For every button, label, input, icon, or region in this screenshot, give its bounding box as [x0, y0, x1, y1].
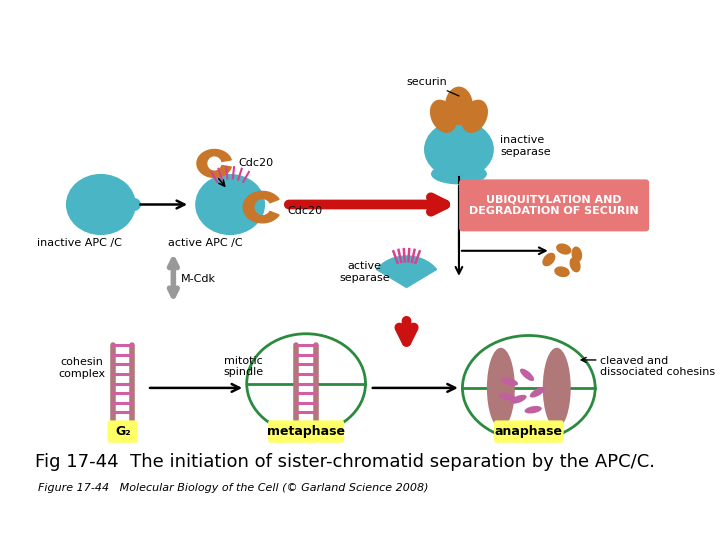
Ellipse shape	[487, 348, 515, 428]
Text: cleaved and
dissociated cohesins: cleaved and dissociated cohesins	[600, 355, 715, 377]
Ellipse shape	[542, 253, 555, 266]
Ellipse shape	[424, 120, 494, 178]
FancyBboxPatch shape	[495, 421, 563, 442]
Ellipse shape	[501, 377, 518, 386]
Text: active
separase: active separase	[339, 261, 390, 282]
Ellipse shape	[445, 86, 473, 125]
Ellipse shape	[430, 100, 456, 133]
Ellipse shape	[525, 406, 541, 414]
FancyBboxPatch shape	[460, 180, 649, 231]
Ellipse shape	[530, 387, 545, 397]
Text: metaphase: metaphase	[267, 425, 345, 438]
Text: active APC /C: active APC /C	[168, 238, 243, 248]
Ellipse shape	[498, 393, 516, 400]
Ellipse shape	[510, 395, 526, 404]
Ellipse shape	[554, 266, 570, 277]
Text: anaphase: anaphase	[495, 425, 563, 438]
Text: Cdc20: Cdc20	[288, 206, 323, 215]
Polygon shape	[243, 191, 279, 223]
Ellipse shape	[124, 198, 141, 212]
Ellipse shape	[572, 246, 582, 262]
Text: M-Cdk: M-Cdk	[181, 274, 216, 284]
Text: mitotic
spindle: mitotic spindle	[223, 355, 264, 377]
Text: Fig 17-44  The initiation of sister-chromatid separation by the APC/C.: Fig 17-44 The initiation of sister-chrom…	[35, 453, 655, 471]
Text: inactive APC /C: inactive APC /C	[37, 238, 122, 248]
FancyBboxPatch shape	[108, 421, 137, 442]
Ellipse shape	[570, 257, 580, 272]
Text: G₂: G₂	[115, 425, 130, 438]
Text: securin: securin	[407, 77, 459, 96]
Ellipse shape	[195, 174, 265, 235]
Ellipse shape	[520, 369, 534, 381]
Text: cohesin
complex: cohesin complex	[58, 357, 105, 379]
Ellipse shape	[462, 100, 488, 133]
Text: Cdc20: Cdc20	[239, 158, 274, 168]
Polygon shape	[377, 256, 436, 287]
Ellipse shape	[431, 164, 487, 185]
Ellipse shape	[66, 174, 136, 235]
Text: UBIQUITYLATION AND
DEGRADATION OF SECURIN: UBIQUITYLATION AND DEGRADATION OF SECURI…	[469, 194, 639, 216]
Polygon shape	[197, 150, 231, 178]
Ellipse shape	[556, 244, 572, 255]
Text: Figure 17-44   Molecular Biology of the Cell (© Garland Science 2008): Figure 17-44 Molecular Biology of the Ce…	[38, 483, 428, 494]
Ellipse shape	[543, 348, 571, 428]
Text: inactive
separase: inactive separase	[500, 135, 551, 157]
FancyBboxPatch shape	[269, 421, 343, 442]
